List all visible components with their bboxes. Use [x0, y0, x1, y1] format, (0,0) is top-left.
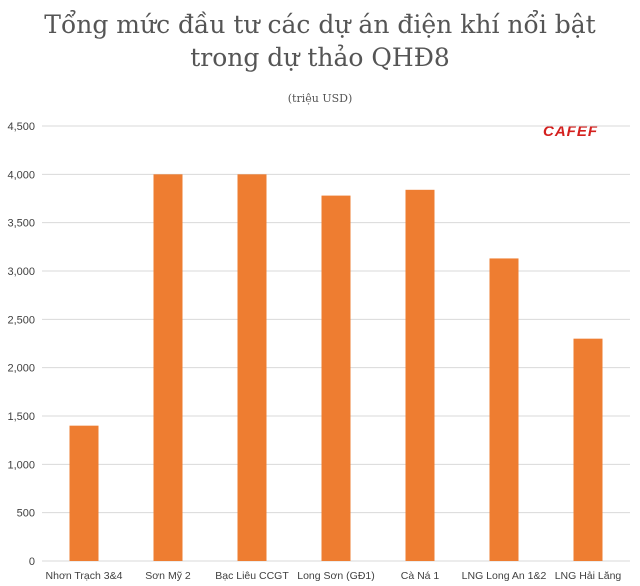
- bar: [405, 189, 435, 562]
- y-tick-label: 3,000: [7, 266, 35, 278]
- x-tick-label: Sơn Mỹ 2: [145, 570, 191, 582]
- bar: [153, 174, 183, 562]
- y-tick-label: 2,500: [7, 314, 35, 326]
- y-tick-label: 4,000: [7, 169, 35, 181]
- y-tick-label: 3,500: [7, 218, 35, 230]
- chart-subtitle: (triệu USD): [287, 92, 353, 105]
- x-tick-label: Nhơn Trạch 3&4: [46, 570, 123, 582]
- y-axis-ticks: 0 500 1,000 1,500 2,000 2,500 3,000 3,500 4,000 4…: [7, 121, 35, 568]
- x-axis-ticks: Nhơn Trạch 3&4 Sơn Mỹ 2 Bạc Liêu CCGT Long …: [46, 570, 622, 582]
- chart-title-line-1: Tổng mức đầu tư các dự án điện khí nổi b…: [44, 10, 596, 39]
- bar: [321, 195, 351, 561]
- x-tick-label: LNG Long An 1&2: [462, 570, 547, 582]
- y-tick-label: 2,000: [7, 363, 35, 375]
- bar: [573, 338, 603, 561]
- y-tick-label: 500: [17, 508, 35, 520]
- x-tick-label: Long Sơn (GĐ1): [297, 570, 375, 582]
- x-tick-label: LNG Hải Lăng: [555, 570, 622, 582]
- y-tick-label: 1,500: [7, 411, 35, 423]
- bar: [69, 425, 99, 561]
- y-tick-label: 1,000: [7, 459, 35, 471]
- bar: [489, 258, 519, 561]
- cafef-logo-text: CAFEF: [543, 123, 598, 140]
- x-tick-label: Cà Ná 1: [401, 570, 440, 582]
- y-tick-label: 4,500: [7, 121, 35, 133]
- cafef-logo: CAFEF: [543, 124, 627, 148]
- x-tick-label: Bạc Liêu CCGT: [215, 570, 289, 582]
- bar: [237, 174, 267, 562]
- y-tick-label: 0: [29, 556, 35, 568]
- chart-title-line-2: trong dự thảo QHĐ8: [190, 43, 450, 72]
- bars: [69, 174, 603, 562]
